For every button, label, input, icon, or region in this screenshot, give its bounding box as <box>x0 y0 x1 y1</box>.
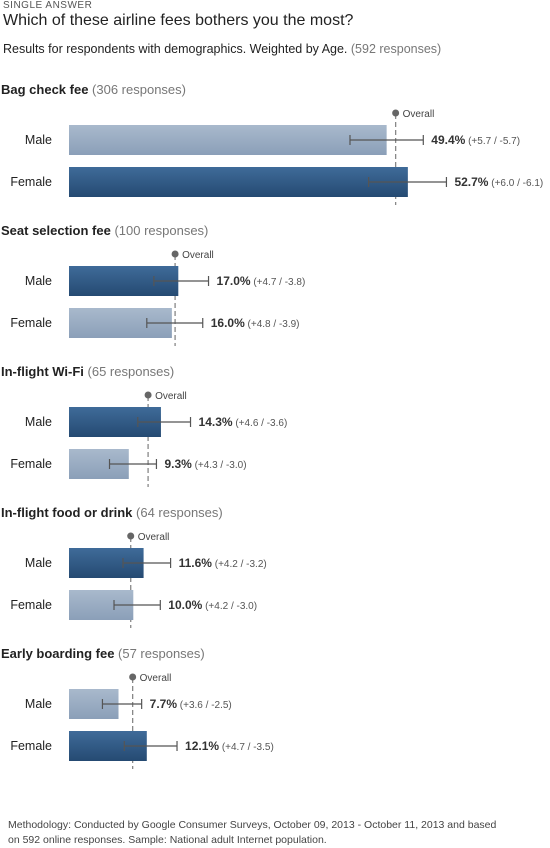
bar-confidence-interval: (+6.0 / -6.1) <box>488 178 543 189</box>
group-name: In-flight food or drink <box>1 505 133 520</box>
subtitle-text: Results for respondents with demographic… <box>3 42 348 56</box>
group-response-count: (306 responses) <box>88 82 186 97</box>
bar <box>69 125 387 155</box>
bar-value-label: 10.0% (+4.2 / -3.0) <box>168 598 257 612</box>
bar-category-label: Male <box>25 556 52 570</box>
bar-confidence-interval: (+5.7 / -5.7) <box>465 136 520 147</box>
overall-label: Overall <box>140 673 172 684</box>
bar-category-label: Female <box>10 175 52 189</box>
group-response-count: (57 responses) <box>114 646 204 661</box>
bar-confidence-interval: (+4.8 / -3.9) <box>245 319 300 330</box>
overall-marker-dot <box>127 532 135 540</box>
group-response-count: (65 responses) <box>84 364 174 379</box>
overall-label: Overall <box>155 391 187 402</box>
bar-value-label: 14.3% (+4.6 / -3.6) <box>199 415 288 429</box>
bar-value: 17.0% <box>217 274 251 288</box>
overall-label: Overall <box>138 532 170 543</box>
bar-value: 11.6% <box>179 556 213 570</box>
overall-marker-dot <box>392 109 400 117</box>
bar-category-label: Female <box>10 457 52 471</box>
bar-value: 7.7% <box>150 697 178 711</box>
bar-value-label: 12.1% (+4.7 / -3.5) <box>185 739 274 753</box>
bar-value: 49.4% <box>431 133 465 147</box>
group-response-count: (64 responses) <box>132 505 222 520</box>
bar-value: 14.3% <box>199 415 233 429</box>
bar-value: 10.0% <box>168 598 202 612</box>
bar-confidence-interval: (+4.7 / -3.8) <box>251 277 306 288</box>
group-title: In-flight food or drink (64 responses) <box>1 505 223 520</box>
bar-confidence-interval: (+4.6 / -3.6) <box>233 418 288 429</box>
group-title: Bag check fee (306 responses) <box>1 82 186 97</box>
bar-category-label: Male <box>25 697 52 711</box>
subtitle-response-count: (592 responses) <box>350 42 442 56</box>
answer-type-label: SINGLE ANSWER <box>3 0 93 11</box>
overall-marker-dot <box>144 391 152 399</box>
bar-category-label: Female <box>10 316 52 330</box>
bar-value-label: 11.6% (+4.2 / -3.2) <box>179 556 267 570</box>
question-title: Which of these airline fees bothers you … <box>3 12 354 29</box>
results-subtitle: Results for respondents with demographic… <box>3 42 441 56</box>
overall-marker-dot <box>171 250 179 258</box>
bar-category-label: Male <box>25 415 52 429</box>
fee-group: In-flight food or drink (64 responses) Ov… <box>1 505 267 628</box>
bar-category-label: Female <box>10 739 52 753</box>
bar-value: 52.7% <box>454 175 488 189</box>
bar-confidence-interval: (+3.6 / -2.5) <box>177 700 232 711</box>
fee-group: In-flight Wi-Fi (65 responses) Overall Mal… <box>1 364 287 487</box>
bar-value-label: 9.3% (+4.3 / -3.0) <box>164 457 246 471</box>
bar-value-label: 16.0% (+4.8 / -3.9) <box>211 316 300 330</box>
group-title: Early boarding fee (57 responses) <box>1 646 205 661</box>
bar-value: 16.0% <box>211 316 245 330</box>
bar-category-label: Male <box>25 274 52 288</box>
bar-category-label: Female <box>10 598 52 612</box>
bar-confidence-interval: (+4.7 / -3.5) <box>219 742 274 753</box>
group-name: Seat selection fee <box>1 223 111 238</box>
bar-confidence-interval: (+4.2 / -3.0) <box>202 601 257 612</box>
bar-value-label: 7.7% (+3.6 / -2.5) <box>150 697 232 711</box>
fee-group: Early boarding fee (57 responses) Overall… <box>1 646 274 769</box>
fee-group: Bag check fee (306 responses) Overall Male… <box>1 82 543 205</box>
group-name: Bag check fee <box>1 82 88 97</box>
overall-label: Overall <box>403 109 435 120</box>
methodology-note: Methodology: Conducted by Google Consume… <box>8 819 497 846</box>
overall-label: Overall <box>182 250 214 261</box>
group-title: In-flight Wi-Fi (65 responses) <box>1 364 174 379</box>
group-name: Early boarding fee <box>1 646 114 661</box>
bar-value-label: 49.4% (+5.7 / -5.7) <box>431 133 520 147</box>
group-response-count: (100 responses) <box>111 223 209 238</box>
group-name: In-flight Wi-Fi <box>1 364 84 379</box>
bar-value: 12.1% <box>185 739 219 753</box>
bar-value-label: 52.7% (+6.0 / -6.1) <box>454 175 543 189</box>
bar-value: 9.3% <box>164 457 192 471</box>
bar <box>69 167 408 197</box>
fee-group: Seat selection fee (100 responses) Overal… <box>1 223 305 346</box>
bar-value-label: 17.0% (+4.7 / -3.8) <box>217 274 306 288</box>
group-title: Seat selection fee (100 responses) <box>1 223 208 238</box>
overall-marker-dot <box>129 673 137 681</box>
bar-confidence-interval: (+4.3 / -3.0) <box>192 460 247 471</box>
bar-confidence-interval: (+4.2 / -3.2) <box>212 559 267 570</box>
bar-category-label: Male <box>25 133 52 147</box>
